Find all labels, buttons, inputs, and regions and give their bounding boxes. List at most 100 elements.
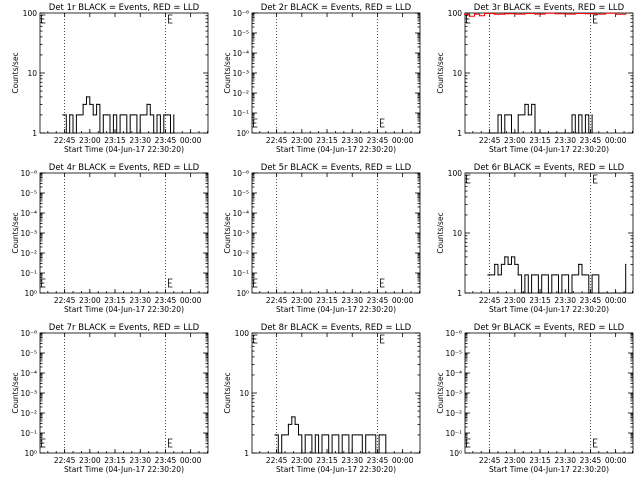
data-point [581,132,583,134]
data-point [615,13,617,15]
data-point [510,256,513,258]
x-tick-label: 23:30 [554,136,576,145]
data-point [551,274,553,276]
data-point [159,132,161,134]
data-point [514,132,516,134]
panel-title: Det 1r BLACK = Events, RED = LLD [49,3,200,13]
data-point [341,434,343,436]
data-point [358,434,360,436]
y-tick-label: 10⁰ [24,289,37,298]
data-point [143,114,145,116]
data-point [625,263,627,265]
data-point [365,434,367,436]
x-tick-label: 22:45 [266,136,288,145]
data-point [361,452,363,454]
x-tick-label: 23:45 [155,456,177,465]
data-point [547,292,550,294]
data-point [490,132,492,134]
bracket-marker [466,174,471,184]
y-tick-label: 10⁻⁶ [232,169,249,178]
y-axis-label: Counts/sec [436,52,445,93]
data-point [544,132,546,134]
data-point [551,132,553,134]
data-point [494,13,496,15]
series-line-1 [488,103,593,134]
data-point [381,434,384,436]
data-point [588,132,590,134]
data-point [537,132,539,134]
x-axis-label: Start Time (04-Jun-17 22:30:20) [276,305,396,314]
data-point [307,434,310,436]
x-tick-label: 23:00 [504,296,526,305]
data-point [571,274,573,276]
data-point [284,434,286,436]
data-point [557,132,560,134]
x-tick-label: 23:45 [155,296,177,305]
y-tick-label: 10⁻³ [20,389,37,398]
plot-frame [464,12,634,134]
y-tick-label: 10⁻⁵ [232,29,249,38]
data-point [163,114,165,116]
y-axis-label: Counts/sec [223,52,232,93]
data-point [541,132,543,134]
x-tick-label: 23:00 [79,296,101,305]
x-tick-label: 23:45 [580,136,602,145]
data-point [126,132,128,134]
y-tick-label: 10⁻³ [232,69,249,78]
data-point [291,416,293,418]
data-point [324,434,326,436]
data-point [520,114,523,116]
y-tick-label: 10⁻² [232,249,249,258]
panel-title: Det 4r BLACK = Events, RED = LLD [49,163,200,173]
x-tick-label: 22:45 [266,456,288,465]
panel-title: Det 2r BLACK = Events, RED = LLD [261,3,412,13]
data-point [301,452,303,454]
data-point [581,274,583,276]
x-tick-label: 23:45 [580,296,602,305]
data-point [478,15,481,17]
y-tick-label: 10⁻¹ [20,269,37,278]
data-point [544,274,546,276]
y-tick-label: 1 [32,129,37,138]
data-point [311,452,313,454]
data-point [331,434,333,436]
bracket-marker [168,438,173,448]
data-point [277,452,279,454]
y-tick-label: 10⁰ [236,289,249,298]
y-tick-label: 10⁻² [20,249,37,258]
x-axis-label: Start Time (04-Jun-17 22:30:20) [489,465,609,474]
data-point [297,434,300,436]
y-tick-label: 10⁻² [20,409,37,418]
y-tick-label: 100 [23,9,38,18]
bracket-marker [380,278,385,288]
data-point [625,13,627,15]
panel-title: Det 6r BLACK = Events, RED = LLD [474,163,625,173]
y-tick-label: 10 [452,69,462,78]
y-tick-label: 10⁻⁶ [20,169,37,178]
data-point [102,114,104,116]
data-point [561,132,563,134]
data-point [584,13,587,15]
panel-title: Det 8r BLACK = Events, RED = LLD [261,323,412,333]
data-point [524,274,526,276]
data-point [62,114,64,116]
y-tick-label: 10⁻¹ [232,109,249,118]
data-point [514,13,516,15]
data-point [89,103,91,105]
data-point [588,292,590,294]
y-tick-label: 10⁰ [236,129,249,138]
data-point [531,274,533,276]
data-point [520,292,523,294]
data-point [507,114,509,116]
y-tick-label: 100 [448,169,463,178]
data-point [79,114,81,116]
data-point [490,274,492,276]
data-point [568,292,570,294]
data-point [338,452,340,454]
data-point [500,263,502,265]
x-tick-label: 23:15 [529,456,551,465]
panel-title: Det 3r BLACK = Events, RED = LLD [474,3,625,13]
x-tick-label: 23:30 [554,296,576,305]
